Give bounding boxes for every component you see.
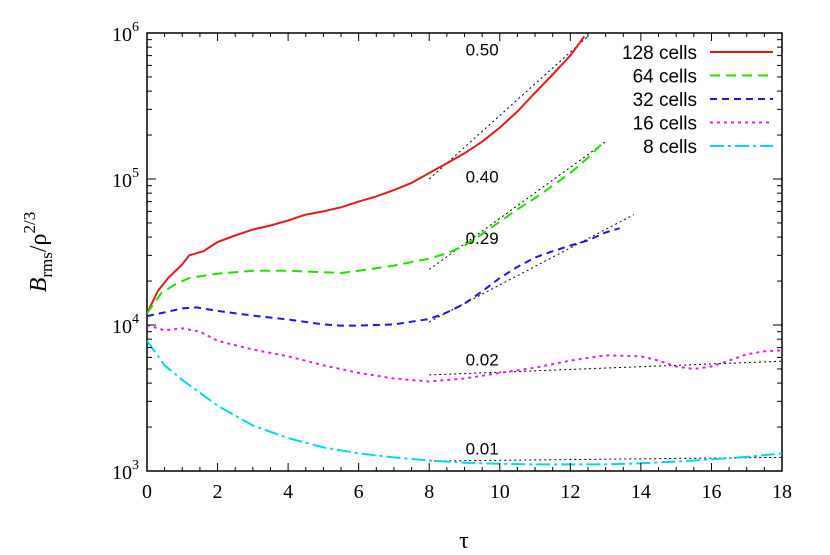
- fit-label-0: 0.50: [466, 41, 499, 60]
- x-tick-label: 4: [283, 481, 293, 503]
- legend-label-0: 128 cells: [622, 43, 697, 64]
- fit-label-2: 0.29: [466, 229, 499, 248]
- y-tick-exponent: 3: [132, 458, 139, 473]
- y-tick-label: 104: [112, 312, 139, 338]
- x-tick-label: 2: [213, 481, 223, 503]
- y-axis-label: Brms/ρ2/3: [20, 212, 56, 293]
- x-tick-label: 16: [701, 481, 721, 503]
- legend-label-3: 16 cells: [633, 114, 697, 135]
- y-tick-label: 106: [112, 20, 139, 46]
- series-line-1: [147, 142, 603, 314]
- x-tick-label: 8: [424, 481, 434, 503]
- y-label-sep: /ρ: [26, 233, 52, 252]
- y-tick-label: 105: [112, 166, 139, 192]
- series-line-2: [147, 227, 620, 327]
- y-label-sub: rms: [37, 252, 56, 278]
- legend-label-4: 8 cells: [643, 137, 697, 158]
- y-tick-base: 10: [112, 170, 132, 192]
- x-tick-label: 10: [490, 481, 510, 503]
- y-tick-label: 103: [112, 458, 139, 484]
- fit-line-4: [429, 456, 782, 462]
- fit-label-4: 0.01: [466, 439, 499, 458]
- y-tick-base: 10: [112, 24, 132, 46]
- x-tick-label: 0: [142, 481, 152, 503]
- series-line-3: [147, 324, 782, 383]
- legend-label-2: 32 cells: [633, 90, 697, 111]
- legend-label-1: 64 cells: [633, 67, 697, 88]
- y-tick-base: 10: [112, 462, 132, 484]
- y-label-main: B: [26, 277, 52, 292]
- y-tick-exponent: 4: [132, 312, 139, 327]
- fit-line-0: [428, 35, 589, 180]
- x-tick-label: 12: [560, 481, 580, 503]
- series-line-4: [147, 340, 782, 466]
- x-tick-label: 18: [772, 481, 792, 503]
- fit-label-3: 0.02: [466, 350, 499, 369]
- series-line-0: [147, 35, 586, 314]
- fit-line-3: [429, 360, 782, 376]
- fit-label-1: 0.40: [466, 167, 499, 186]
- x-tick-label: 6: [354, 481, 364, 503]
- y-tick-exponent: 5: [132, 166, 139, 181]
- x-tick-label: 14: [631, 481, 651, 503]
- fit-line-2: [428, 214, 635, 323]
- y-tick-exponent: 6: [132, 20, 139, 35]
- series-lines: [147, 35, 782, 466]
- y-label-sup: 2/3: [20, 212, 39, 234]
- y-tick-base: 10: [112, 316, 132, 338]
- x-axis-label: τ: [459, 528, 469, 554]
- fit-lines: 0.50 0.40 0.29 0.02 0.01: [428, 35, 782, 462]
